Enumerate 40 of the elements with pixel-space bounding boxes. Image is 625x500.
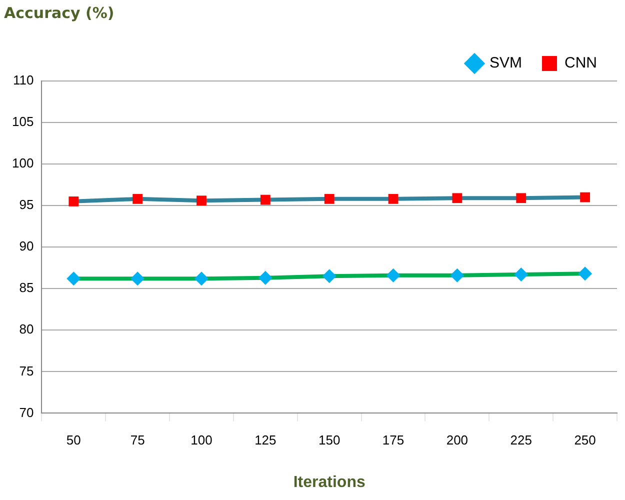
- x-tick-label: 100: [190, 432, 212, 448]
- point: [258, 270, 272, 285]
- y-tick-label: 100: [12, 156, 34, 171]
- point: [324, 194, 334, 204]
- point: [66, 272, 81, 286]
- point: [194, 272, 208, 286]
- y-tick-label: 90: [19, 238, 34, 254]
- point: [578, 266, 592, 281]
- y-tick-label: 70: [19, 404, 34, 420]
- point: [68, 196, 79, 206]
- x-tick-label: 50: [66, 432, 81, 448]
- point: [514, 268, 528, 282]
- legend-label: CNN: [564, 54, 597, 72]
- y-tick-label: 95: [19, 197, 34, 212]
- point: [196, 196, 206, 206]
- x-tick-label: 200: [446, 432, 468, 448]
- point: [386, 268, 400, 282]
- x-tick-label: 225: [510, 432, 532, 448]
- point: [130, 272, 145, 286]
- point: [580, 192, 590, 202]
- y-tick-label: 75: [19, 363, 34, 378]
- x-tick-label: 250: [574, 432, 596, 448]
- y-tick-label: 110: [12, 72, 34, 88]
- point: [322, 269, 336, 284]
- y-tick-label: 80: [19, 322, 34, 337]
- point: [516, 193, 526, 204]
- x-tick-label: 75: [130, 432, 145, 448]
- y-tick-label: 85: [19, 280, 34, 296]
- x-tick-label: 125: [254, 432, 276, 448]
- x-tick-label: 150: [318, 432, 340, 448]
- point: [388, 194, 398, 204]
- x-tick-label: 175: [382, 432, 404, 448]
- point: [132, 194, 143, 204]
- legend-label: SVM: [490, 54, 522, 72]
- point: [260, 194, 270, 205]
- point: [450, 268, 464, 282]
- y-tick-label: 105: [12, 114, 34, 130]
- point: [452, 193, 462, 204]
- x-axis-title: Iterations: [293, 474, 366, 491]
- y-axis-title: Accuracy (%): [4, 4, 114, 22]
